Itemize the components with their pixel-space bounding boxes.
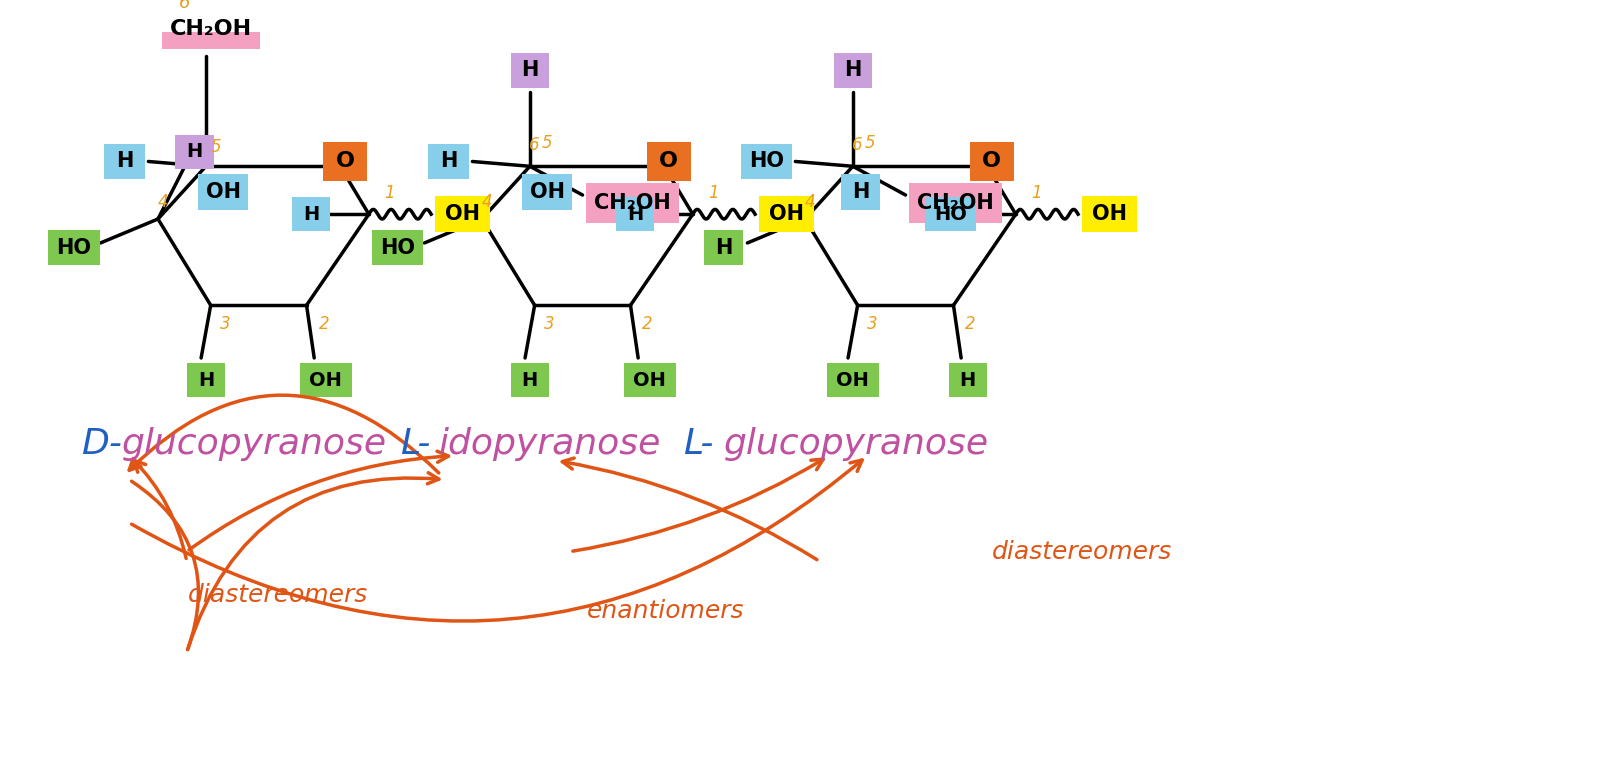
FancyBboxPatch shape [586,182,679,223]
Text: 6: 6 [180,0,191,12]
FancyBboxPatch shape [1082,196,1136,232]
Text: idopyranose: idopyranose [438,427,661,461]
FancyBboxPatch shape [323,142,366,181]
Text: diastereomers: diastereomers [188,583,368,607]
Text: 4: 4 [157,193,169,211]
FancyBboxPatch shape [104,144,144,179]
Text: enantiomers: enantiomers [587,599,745,623]
Text: H: H [186,142,202,161]
Text: OH: OH [836,371,868,390]
Text: H: H [303,205,319,224]
Text: HO: HO [748,151,783,171]
Text: H: H [714,238,732,258]
Text: 2: 2 [642,316,653,334]
FancyBboxPatch shape [48,230,100,266]
FancyBboxPatch shape [759,196,814,232]
Text: 1: 1 [708,184,719,202]
Text: H: H [960,371,976,390]
FancyBboxPatch shape [197,174,247,210]
FancyBboxPatch shape [740,144,791,179]
Text: diastereomers: diastereomers [992,540,1172,564]
Text: 6: 6 [852,136,862,154]
FancyBboxPatch shape [300,364,351,397]
Text: H: H [844,60,860,80]
Text: OH: OH [769,205,804,224]
FancyBboxPatch shape [510,364,549,397]
Text: 5: 5 [210,138,220,156]
FancyBboxPatch shape [908,182,1002,223]
FancyBboxPatch shape [522,174,571,210]
FancyBboxPatch shape [969,142,1013,181]
FancyBboxPatch shape [924,198,976,231]
FancyBboxPatch shape [616,198,653,231]
Text: 6: 6 [530,136,539,154]
FancyBboxPatch shape [162,9,260,49]
Text: L-: L- [400,427,430,461]
FancyBboxPatch shape [705,230,742,266]
Text: OH: OH [632,371,666,390]
Text: OH: OH [310,371,342,390]
Text: HO: HO [380,238,414,258]
Text: 4: 4 [482,193,491,211]
FancyBboxPatch shape [833,52,872,88]
FancyBboxPatch shape [435,196,490,232]
FancyBboxPatch shape [827,364,878,397]
Text: OH: OH [445,205,480,224]
Text: 3: 3 [220,316,230,334]
Text: HO: HO [56,238,91,258]
Text: 4: 4 [804,193,814,211]
Text: CH₂OH: CH₂OH [916,193,993,213]
Text: OH: OH [530,182,565,202]
Text: O: O [335,151,355,171]
FancyBboxPatch shape [647,142,690,181]
Text: O: O [660,151,677,171]
Text: HO: HO [934,205,966,224]
Text: 3: 3 [867,316,876,334]
Text: CH₂OH: CH₂OH [594,193,671,213]
Text: H: H [522,60,538,80]
Text: OH: OH [205,182,241,202]
Text: 3: 3 [544,316,554,334]
Text: 1: 1 [1030,184,1042,202]
Text: O: O [982,151,1000,171]
Text: OH: OH [1091,205,1127,224]
FancyBboxPatch shape [371,230,424,266]
FancyBboxPatch shape [623,364,676,397]
Text: H: H [116,151,133,171]
FancyBboxPatch shape [292,198,331,231]
Text: 1: 1 [384,184,395,202]
FancyBboxPatch shape [429,144,469,179]
FancyBboxPatch shape [175,135,213,168]
Text: L-: L- [682,427,713,461]
FancyBboxPatch shape [186,364,225,397]
Text: H: H [522,371,538,390]
FancyBboxPatch shape [949,364,987,397]
Text: 5: 5 [541,134,552,152]
Text: H: H [197,371,213,390]
FancyBboxPatch shape [510,52,549,88]
Text: H: H [851,182,868,202]
FancyBboxPatch shape [841,174,880,210]
Text: CH₂OH: CH₂OH [170,19,252,39]
Text: glucopyranose: glucopyranose [722,427,989,461]
Text: 2: 2 [965,316,976,334]
Text: 2: 2 [318,316,329,334]
Text: D-: D- [82,427,122,461]
Text: H: H [440,151,457,171]
Text: 5: 5 [863,134,875,152]
Text: glucopyranose: glucopyranose [122,427,387,461]
Text: H: H [628,205,644,224]
